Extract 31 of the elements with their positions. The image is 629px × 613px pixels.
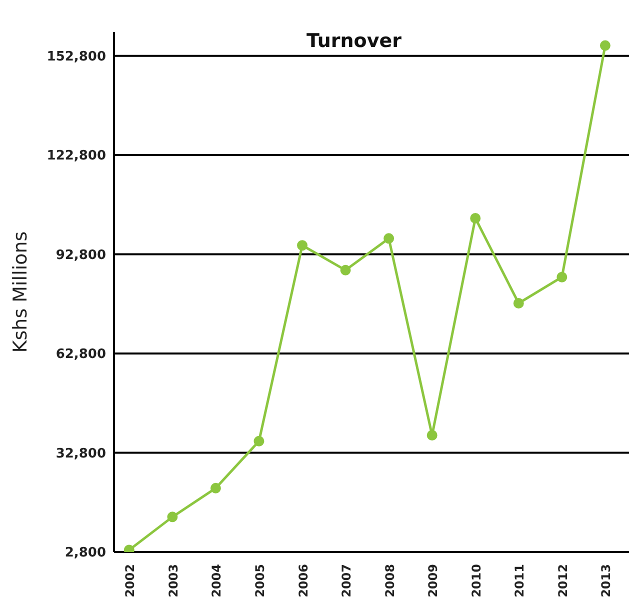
y-axis-title: Kshs Millions xyxy=(10,231,32,353)
point xyxy=(600,40,610,51)
point xyxy=(297,240,308,251)
point xyxy=(426,430,438,440)
x-tick-label: 2011 xyxy=(512,564,527,598)
x-tick-label: 2010 xyxy=(469,564,484,598)
x-tick-label: 2002 xyxy=(123,564,138,598)
point xyxy=(254,436,264,446)
x-tick-label: 2005 xyxy=(252,564,267,598)
point xyxy=(513,298,524,308)
point xyxy=(340,264,351,276)
y-tick-label: 32,800 xyxy=(56,446,106,462)
point xyxy=(167,512,178,522)
x-tick-label: 2006 xyxy=(296,564,310,598)
chart-title: Turnover xyxy=(306,30,402,52)
x-tick-label: 2003 xyxy=(166,564,180,598)
y-tick-label: 2,800 xyxy=(64,546,106,561)
y-tick-label: 122,800 xyxy=(46,148,106,164)
x-tick-label: 2013 xyxy=(599,564,614,598)
y-tick-label: 92,800 xyxy=(56,248,106,263)
y-tick-label: 62,800 xyxy=(56,347,106,362)
x-tick-label: 2007 xyxy=(340,564,354,598)
point xyxy=(470,212,481,224)
x-tick-label: 2004 xyxy=(210,564,224,598)
point xyxy=(556,272,568,282)
x-tick-label: 2008 xyxy=(382,564,397,598)
point xyxy=(210,482,221,494)
y-tick-label: 152,800 xyxy=(46,49,106,64)
x-tick-label: 2009 xyxy=(426,564,440,598)
x-tick-label: 2012 xyxy=(556,564,570,598)
point xyxy=(384,233,394,244)
